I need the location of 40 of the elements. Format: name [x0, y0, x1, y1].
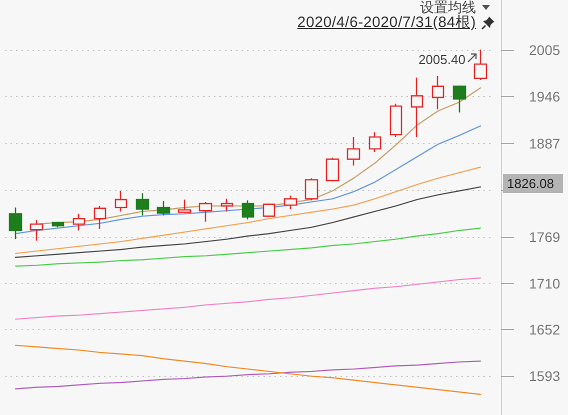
line-series	[14, 125, 482, 234]
y-tick-label: 1652	[529, 321, 560, 338]
annotation: 2005.40	[418, 52, 466, 67]
candlestick	[136, 192, 150, 216]
candlestick	[8, 206, 22, 240]
text: 2020/4/6-2020/7/31(84根)	[297, 14, 476, 31]
line-series	[14, 186, 482, 258]
candlestick	[72, 213, 86, 232]
candlestick	[390, 103, 402, 138]
y-tick-label: 1710	[529, 276, 560, 292]
annotation: 设置均线	[420, 0, 476, 15]
line-series	[14, 277, 482, 320]
candlestick	[346, 136, 360, 166]
y-tick-label: 1769	[529, 228, 560, 245]
line-series	[14, 166, 482, 254]
candlestick	[156, 200, 170, 216]
candlestick	[114, 190, 128, 212]
candlestick	[94, 205, 106, 230]
candlestick	[178, 198, 192, 214]
y-tick-label: 1593	[529, 368, 560, 384]
candlestick	[284, 194, 298, 210]
candlestick	[410, 76, 424, 138]
line-series	[14, 227, 482, 267]
candlestick	[452, 84, 466, 114]
candlestick	[220, 198, 234, 212]
text: 1826.08	[503, 174, 563, 193]
candlestick	[52, 221, 64, 228]
candlestick	[198, 201, 212, 222]
candlestick	[368, 132, 382, 153]
candlestick	[262, 202, 276, 218]
candlestick	[304, 178, 318, 202]
y-tick-label: 1946	[529, 88, 560, 105]
candlestick	[326, 156, 340, 182]
line-series	[14, 344, 482, 396]
y-tick-label: 1887	[529, 135, 560, 152]
y-tick-label: 2005	[529, 42, 560, 58]
candlestick	[432, 75, 444, 110]
candlestick	[30, 220, 44, 242]
candlestick	[242, 200, 254, 220]
line-series	[14, 360, 482, 390]
